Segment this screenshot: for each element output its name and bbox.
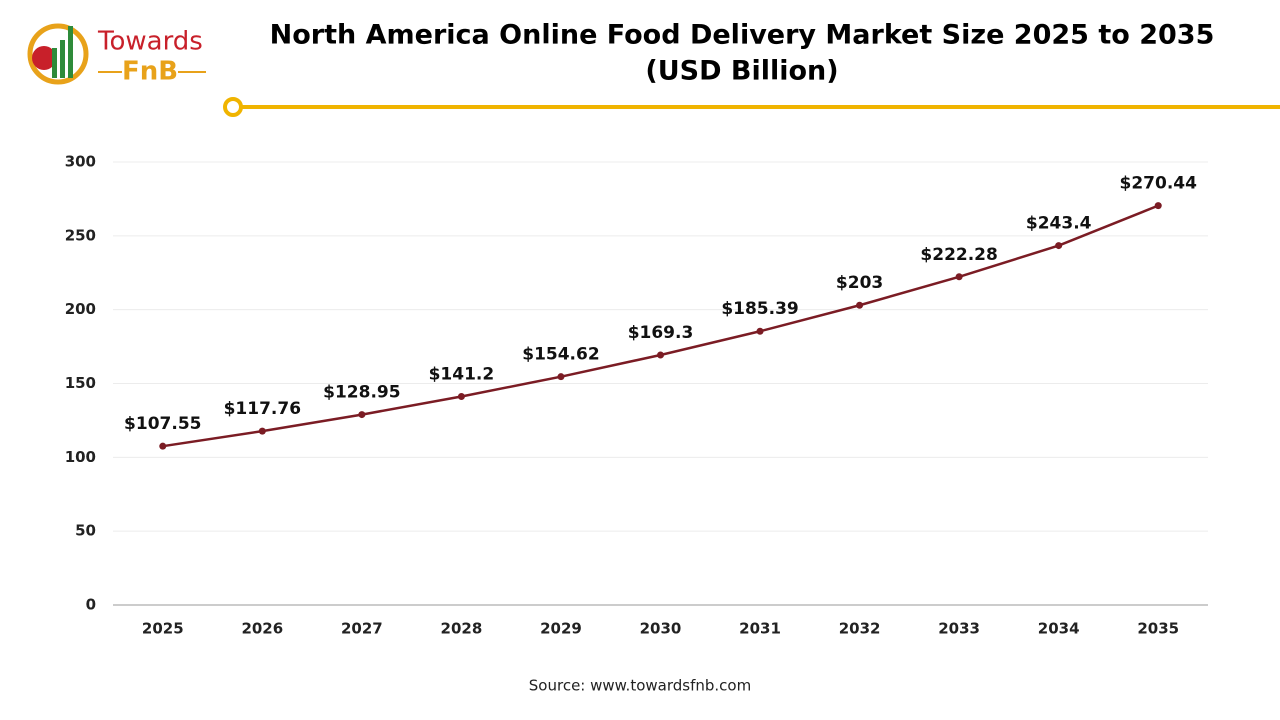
y-tick-label: 250 [65,226,96,244]
value-label: $117.76 [224,399,301,419]
x-tick-label: 2031 [739,620,781,638]
chart-subtitle: (USD Billion) [645,56,838,87]
logo-bar [60,40,65,78]
logo-tomato [32,46,56,70]
logo-top: Towards [97,27,203,57]
point [557,373,565,381]
value-label: $222.28 [920,245,997,265]
x-tick-label: 2030 [640,620,682,638]
value-label: $203 [836,273,883,293]
logo-ring [27,23,89,85]
source: Source: www.towardsfnb.com [529,677,751,695]
x-tick-label: 2027 [341,620,383,638]
x-tick-label: 2032 [839,620,881,638]
point [1154,202,1162,210]
point [657,351,664,359]
value-label: $154.62 [522,345,599,365]
point [358,411,366,419]
chart-title: North America Online Food Delivery Marke… [270,20,1215,51]
value-label: $270.44 [1120,174,1198,194]
value-label: $141.2 [429,364,495,384]
x-tick-label: 2034 [1038,620,1080,638]
logo: Towards FnB [27,23,206,87]
x-tick-label: 2025 [142,620,184,638]
logo-bar [52,48,57,78]
x-tick-label: 2033 [938,620,980,638]
point [955,273,963,281]
value-label: $185.39 [721,299,798,319]
x-tick-label: 2026 [241,620,283,638]
header-dot [223,97,243,117]
value-label: $128.95 [323,383,400,403]
y-tick-label: 0 [86,596,96,614]
value-label: $107.55 [124,414,201,434]
logo-bottom: FnB [122,57,178,87]
x-tick-label: 2029 [540,620,582,638]
x-tick-label: 2035 [1137,620,1179,638]
value-label: $243.4 [1026,214,1092,234]
point [756,327,764,335]
y-tick-label: 300 [65,153,96,171]
point [1055,242,1063,250]
y-tick-label: 50 [75,522,96,540]
logo-bar [68,26,73,78]
point [159,442,167,450]
x-tick-label: 2028 [441,620,483,638]
y-tick-label: 200 [65,300,96,318]
point [258,427,266,435]
point [457,392,465,400]
point [856,301,864,309]
y-tick-label: 100 [65,448,96,466]
value-label: $169.3 [628,323,694,343]
y-tick-label: 150 [65,374,96,392]
